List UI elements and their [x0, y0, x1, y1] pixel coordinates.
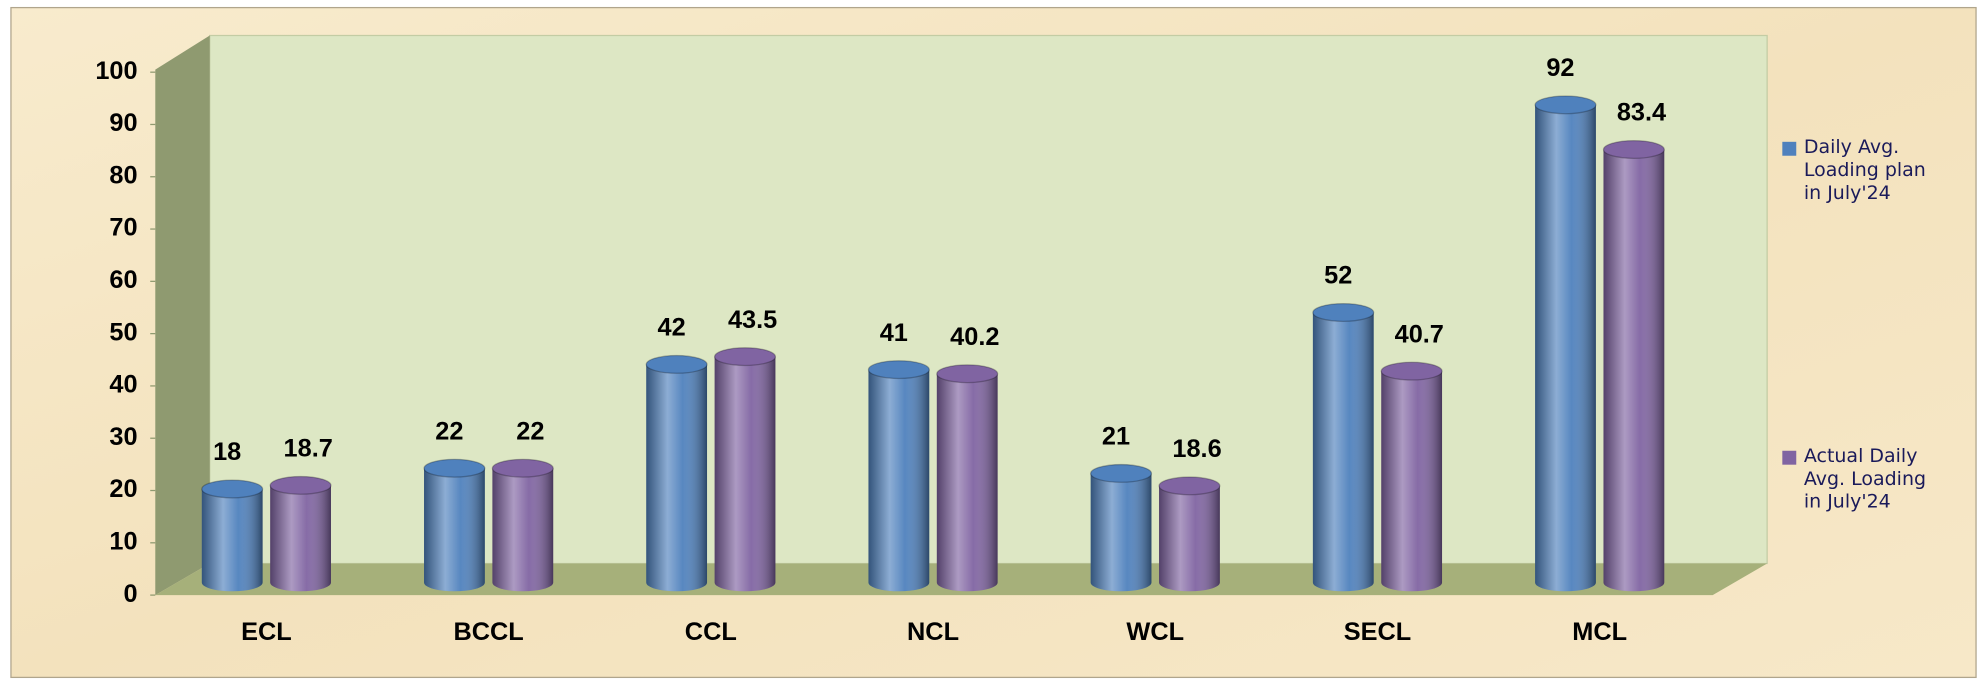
y-tick-label: 40	[109, 371, 137, 399]
cylinder-top	[713, 347, 777, 367]
bar	[1380, 361, 1443, 592]
cylinder-shade	[1603, 149, 1665, 592]
cylinder-top	[201, 479, 264, 499]
bar	[423, 458, 486, 592]
bar	[1534, 95, 1597, 592]
side-wall	[155, 35, 210, 596]
x-tick-label: CCL	[685, 618, 737, 646]
data-label: 42	[657, 314, 685, 342]
cylinder-top	[936, 364, 999, 384]
cylinder-shade	[1312, 312, 1374, 592]
legend-item: Actual Daily Avg. Loading in July'24	[1803, 444, 1927, 513]
cylinder-shade	[936, 373, 998, 592]
cylinder-top	[1602, 139, 1665, 159]
legend-item: Daily Avg. Loading plan in July'24	[1803, 135, 1926, 204]
y-tick-label: 70	[109, 214, 137, 242]
legend-swatch	[1782, 450, 1797, 465]
y-tick-label: 100	[95, 57, 137, 85]
bar	[867, 360, 930, 592]
cylinder-top	[1090, 463, 1153, 483]
x-tick-label: ECL	[241, 618, 292, 646]
cylinder-top	[1534, 95, 1597, 115]
cylinder-shade	[1381, 371, 1443, 592]
data-label: 18	[213, 438, 241, 466]
data-label: 22	[435, 417, 463, 445]
bar	[1090, 463, 1153, 592]
x-tick-label: SECL	[1344, 618, 1412, 646]
legend-label: Actual Daily Avg. Loading in July'24	[1803, 444, 1927, 513]
cylinder-top	[1158, 476, 1221, 496]
data-label: 18.7	[284, 435, 333, 463]
cylinder-top	[269, 475, 332, 495]
cylinder-top	[867, 360, 930, 380]
bar	[201, 479, 264, 592]
y-tick-label: 0	[123, 580, 137, 608]
cylinder-shade	[201, 488, 263, 592]
y-tick-label: 60	[109, 266, 137, 294]
cylinder-shade	[1159, 485, 1220, 592]
x-tick-label: BCCL	[453, 618, 523, 646]
cylinder-top	[1380, 361, 1443, 381]
cylinder-top	[1312, 302, 1375, 322]
y-tick-label: 30	[109, 423, 137, 451]
data-label: 92	[1546, 54, 1574, 82]
data-label: 40.2	[950, 323, 999, 351]
bar	[1602, 139, 1665, 592]
y-tick-label: 10	[109, 527, 137, 555]
cylinder-shade	[646, 364, 708, 592]
cylinder-shade	[424, 468, 485, 592]
data-label: 18.6	[1172, 435, 1221, 463]
cylinder-shade	[1535, 104, 1596, 592]
bar	[269, 475, 332, 592]
data-label: 40.7	[1395, 320, 1444, 348]
x-tick-label: NCL	[907, 618, 959, 646]
bar	[936, 364, 999, 592]
bar	[491, 458, 554, 592]
bar	[713, 347, 777, 592]
cylinder-shade	[1090, 473, 1152, 592]
data-label: 52	[1324, 262, 1352, 290]
y-tick-label: 20	[109, 475, 137, 503]
cylinder-shade	[714, 356, 776, 592]
x-tick-label: WCL	[1126, 618, 1184, 646]
bar	[1312, 302, 1375, 592]
data-label: 83.4	[1617, 99, 1666, 127]
y-tick-label: 90	[109, 109, 137, 137]
cylinder-shade	[492, 468, 554, 592]
cylinder-top	[645, 354, 708, 374]
x-tick-label: MCL	[1572, 618, 1627, 646]
legend-swatch	[1782, 141, 1797, 156]
data-label: 22	[516, 417, 544, 445]
data-label: 41	[880, 319, 908, 347]
cylinder-shade	[270, 485, 331, 592]
y-tick-label: 80	[109, 161, 137, 189]
data-label: 21	[1102, 423, 1130, 451]
y-tick-label: 50	[109, 318, 137, 346]
bar	[1158, 476, 1221, 592]
cylinder-top	[423, 458, 486, 478]
data-label: 43.5	[728, 306, 777, 334]
bar	[645, 354, 708, 592]
cylinder-top	[491, 458, 554, 478]
legend-label: Daily Avg. Loading plan in July'24	[1803, 135, 1926, 204]
cylinder-shade	[868, 369, 930, 592]
